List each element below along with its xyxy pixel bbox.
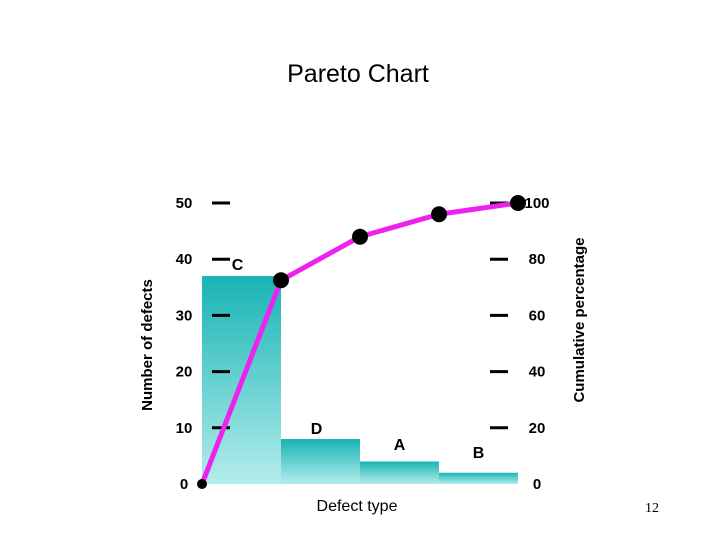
y-axis-title-right: Cumulative percentage (571, 237, 588, 402)
page-number: 12 (645, 501, 659, 516)
bar-b (439, 472, 518, 484)
category-labels-group: C D A B (232, 257, 485, 462)
cumulative-marker (431, 206, 447, 223)
x-axis-title: Defect type (317, 498, 398, 515)
left-tick-label: 50 (176, 195, 193, 212)
bar-d (281, 439, 360, 484)
left-tick-label: 0 (180, 476, 188, 493)
category-label-c: C (232, 257, 244, 274)
category-label-d: D (311, 421, 323, 438)
cumulative-marker (197, 479, 207, 489)
chart-title: Pareto Chart (287, 60, 429, 88)
right-tick-label: 0 (533, 476, 541, 493)
left-tick-label: 20 (176, 364, 193, 381)
ticks-group: 0 10 20 30 40 50 0 20 40 60 80 100 (176, 195, 550, 493)
bars-group (202, 276, 518, 484)
cumulative-marker (352, 228, 368, 245)
right-tick-label: 40 (529, 364, 546, 381)
cumulative-marker (273, 272, 289, 289)
left-tick-label: 40 (176, 251, 193, 268)
bar-a (360, 461, 439, 484)
left-tick-label: 30 (176, 307, 193, 324)
right-tick-label: 80 (529, 251, 546, 268)
right-tick-label: 20 (529, 420, 546, 437)
cumulative-marker (510, 195, 526, 211)
cumulative-line-group (197, 195, 526, 489)
right-tick-label: 60 (529, 307, 546, 324)
category-label-b: B (473, 445, 485, 462)
y-axis-title-left: Number of defects (139, 279, 156, 411)
right-tick-label: 100 (524, 195, 549, 212)
category-label-a: A (394, 437, 406, 454)
left-tick-label: 10 (176, 420, 193, 437)
